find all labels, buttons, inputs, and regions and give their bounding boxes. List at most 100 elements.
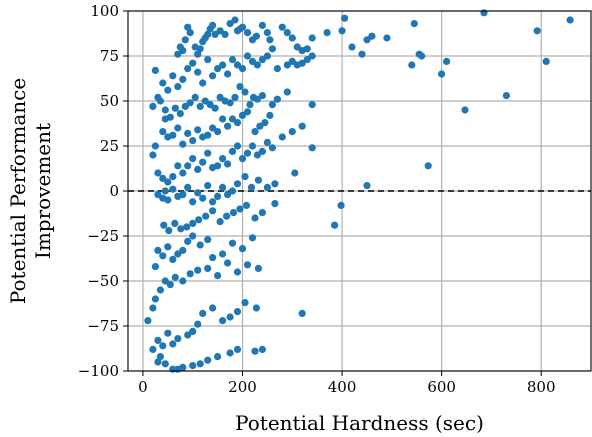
data-point <box>271 180 279 188</box>
data-point <box>236 205 244 213</box>
data-point <box>566 16 574 24</box>
data-point <box>246 101 254 109</box>
data-point <box>358 50 366 58</box>
data-point <box>243 261 252 269</box>
y-tick-label: 75 <box>100 47 119 65</box>
data-point <box>160 221 168 229</box>
data-point <box>233 345 242 353</box>
data-point <box>144 317 152 325</box>
data-point <box>184 162 192 170</box>
data-point <box>161 115 169 123</box>
data-point <box>209 198 217 206</box>
data-point <box>263 138 271 146</box>
data-point <box>202 212 210 220</box>
data-point <box>159 128 167 136</box>
data-point <box>258 345 266 353</box>
data-point <box>308 101 316 109</box>
data-point <box>238 65 247 73</box>
data-point <box>164 178 172 186</box>
data-point <box>224 160 232 168</box>
data-point <box>480 9 488 17</box>
data-point <box>323 28 331 37</box>
x-tick-label: 200 <box>228 378 257 396</box>
data-point <box>223 212 231 220</box>
data-point <box>233 27 242 35</box>
data-point <box>184 237 192 245</box>
data-point <box>171 104 179 112</box>
data-point <box>199 158 207 166</box>
data-point <box>273 95 281 103</box>
x-axis-label: Potential Hardness (sec) <box>235 411 484 435</box>
x-tick-label: 0 <box>138 378 148 396</box>
data-point <box>263 28 271 37</box>
data-point <box>189 362 197 370</box>
data-point <box>226 313 234 321</box>
data-point <box>363 36 371 44</box>
data-point <box>179 75 187 83</box>
data-point <box>196 102 204 110</box>
data-point <box>247 183 256 191</box>
data-point <box>214 65 222 73</box>
data-point <box>258 209 266 217</box>
data-point <box>161 277 169 285</box>
data-point <box>216 218 224 226</box>
data-point <box>181 36 189 44</box>
data-point <box>249 93 258 101</box>
data-point <box>176 43 184 51</box>
data-point <box>256 122 264 130</box>
data-point <box>542 57 550 65</box>
data-point <box>263 183 271 191</box>
data-point <box>226 349 234 357</box>
data-point <box>238 155 247 163</box>
data-point <box>268 45 276 53</box>
data-point <box>238 245 247 253</box>
data-point <box>243 108 252 116</box>
data-point <box>233 142 242 150</box>
data-point <box>214 272 222 280</box>
data-point <box>233 180 242 188</box>
data-point <box>184 65 192 73</box>
data-point <box>258 147 266 155</box>
data-point <box>196 241 204 249</box>
y-axis-label-line: Improvement <box>31 123 55 259</box>
y-tick-label: −100 <box>78 362 119 380</box>
data-point <box>195 216 203 224</box>
data-point <box>174 124 182 132</box>
data-point <box>161 187 169 195</box>
data-point <box>283 28 291 37</box>
data-point <box>228 239 237 247</box>
data-point <box>176 110 184 118</box>
data-point <box>199 38 207 46</box>
data-point <box>219 183 227 191</box>
data-point <box>298 122 306 130</box>
data-point <box>183 223 191 231</box>
data-point <box>236 83 244 91</box>
data-point <box>199 133 207 141</box>
data-point <box>159 252 167 260</box>
x-axis-ticks: 0 200 400 600 800 <box>138 371 556 396</box>
x-tick-label: 400 <box>328 378 357 396</box>
x-tick-label: 600 <box>427 378 456 396</box>
data-point <box>166 281 174 289</box>
data-point <box>156 97 164 105</box>
data-point <box>233 119 242 127</box>
data-point <box>209 304 217 312</box>
data-point <box>308 144 316 152</box>
data-point <box>189 59 197 67</box>
data-point <box>169 340 177 348</box>
data-point <box>169 72 177 80</box>
data-point <box>154 169 162 177</box>
data-point <box>209 207 217 215</box>
data-point <box>171 273 179 281</box>
data-point <box>154 358 162 366</box>
data-point <box>179 169 187 177</box>
data-point <box>221 97 229 105</box>
data-point <box>283 88 291 96</box>
data-point <box>408 61 416 69</box>
data-point <box>177 225 185 233</box>
data-point <box>194 165 202 173</box>
data-point <box>161 106 169 114</box>
data-point <box>263 52 271 60</box>
data-point <box>293 61 301 69</box>
